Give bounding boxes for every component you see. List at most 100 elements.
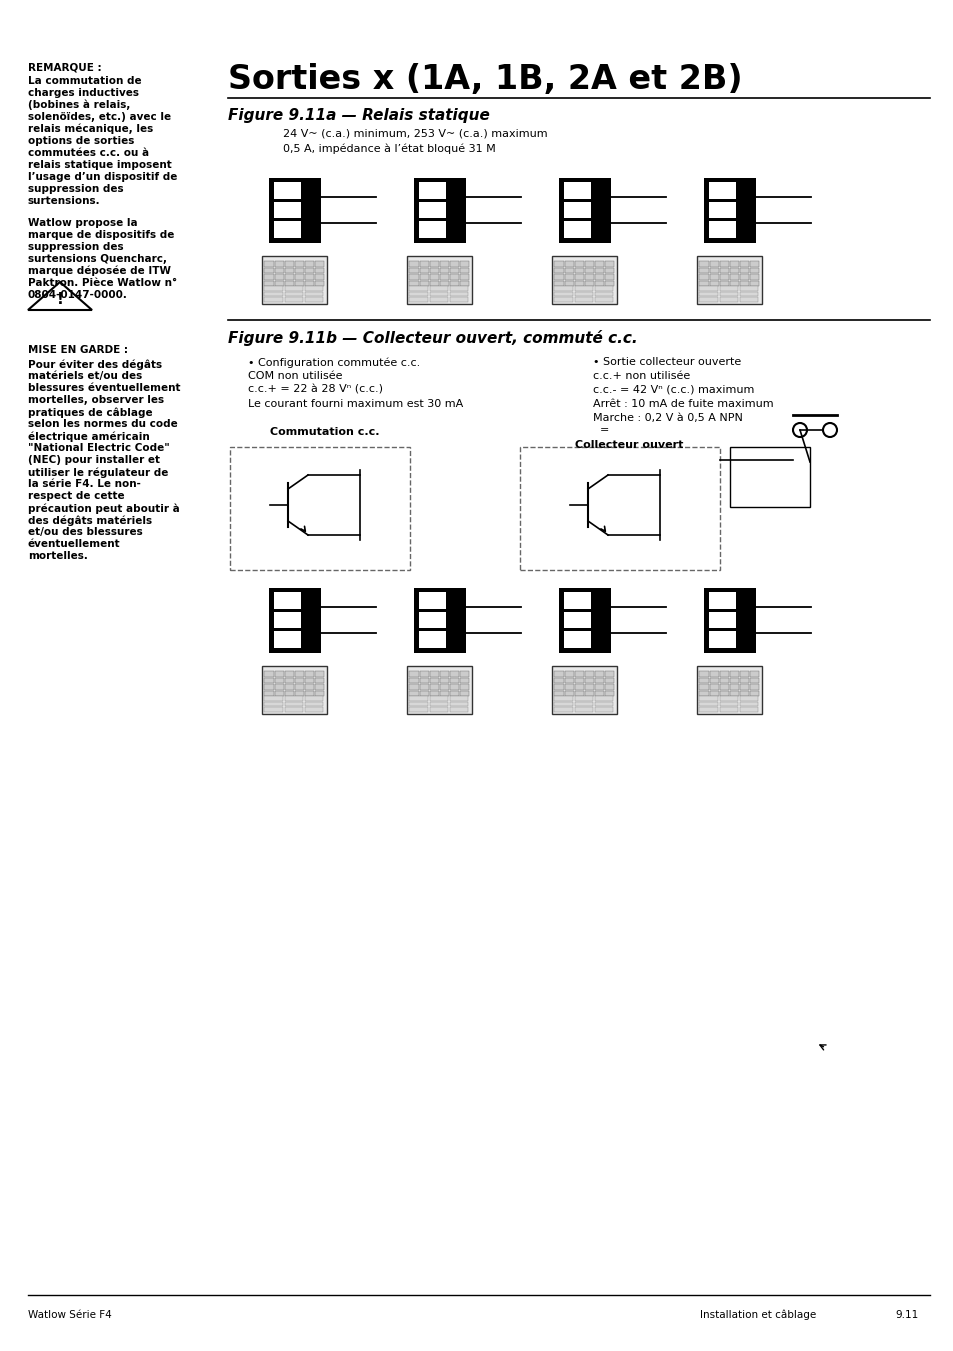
Bar bbox=[575, 678, 583, 684]
Bar bbox=[703, 588, 755, 653]
Bar bbox=[315, 274, 324, 280]
Bar bbox=[729, 281, 739, 286]
Bar bbox=[703, 177, 755, 242]
Bar bbox=[285, 286, 303, 290]
Bar bbox=[605, 274, 614, 280]
Bar bbox=[740, 286, 758, 290]
Bar bbox=[699, 267, 708, 273]
Bar bbox=[554, 267, 563, 273]
Bar bbox=[419, 274, 429, 280]
Text: solenöïdes, etc.) avec le: solenöïdes, etc.) avec le bbox=[28, 112, 171, 122]
Bar bbox=[409, 297, 427, 303]
Bar bbox=[709, 267, 718, 273]
Bar bbox=[262, 255, 327, 304]
Bar bbox=[595, 696, 613, 701]
Bar bbox=[409, 261, 418, 266]
Bar bbox=[430, 684, 438, 690]
Bar bbox=[460, 690, 469, 696]
Bar bbox=[264, 684, 274, 690]
Bar bbox=[575, 696, 593, 701]
Bar bbox=[315, 690, 324, 696]
Bar bbox=[439, 267, 449, 273]
Bar bbox=[418, 592, 446, 609]
Bar bbox=[407, 255, 472, 304]
Bar bbox=[439, 690, 449, 696]
Text: utiliser le régulateur de: utiliser le régulateur de bbox=[28, 467, 168, 477]
Bar bbox=[305, 671, 314, 677]
Bar bbox=[699, 261, 708, 266]
Bar bbox=[430, 274, 438, 280]
Bar bbox=[720, 292, 738, 296]
Text: marque déposée de ITW: marque déposée de ITW bbox=[28, 266, 171, 277]
Bar bbox=[564, 267, 574, 273]
Bar bbox=[430, 261, 438, 266]
Bar bbox=[595, 678, 603, 684]
Text: "National Electric Code": "National Electric Code" bbox=[28, 443, 170, 453]
Bar bbox=[274, 678, 284, 684]
Bar bbox=[264, 671, 274, 677]
Bar bbox=[450, 684, 458, 690]
Bar bbox=[305, 261, 314, 266]
Bar bbox=[564, 690, 574, 696]
Bar bbox=[708, 222, 736, 238]
Bar bbox=[563, 222, 591, 238]
Bar bbox=[729, 690, 739, 696]
Text: mortelles.: mortelles. bbox=[28, 551, 88, 561]
Bar bbox=[419, 684, 429, 690]
Bar bbox=[269, 177, 320, 242]
Bar bbox=[305, 281, 314, 286]
Bar bbox=[409, 701, 427, 707]
Bar bbox=[554, 701, 572, 707]
Bar bbox=[450, 678, 458, 684]
Bar bbox=[750, 261, 759, 266]
Bar bbox=[709, 678, 718, 684]
Bar bbox=[699, 281, 708, 286]
Bar bbox=[554, 690, 563, 696]
Text: (NEC) pour installer et: (NEC) pour installer et bbox=[28, 455, 160, 465]
Bar bbox=[274, 690, 284, 696]
Text: c.c.+ non utilisée: c.c.+ non utilisée bbox=[593, 372, 690, 381]
Bar bbox=[274, 261, 284, 266]
Bar bbox=[558, 177, 610, 242]
Bar bbox=[605, 678, 614, 684]
Text: • Configuration commutée c.c.: • Configuration commutée c.c. bbox=[248, 357, 420, 367]
Bar bbox=[729, 261, 739, 266]
Bar bbox=[708, 631, 736, 648]
Bar bbox=[315, 671, 324, 677]
Bar bbox=[285, 281, 294, 286]
Bar bbox=[450, 690, 458, 696]
Bar bbox=[285, 267, 294, 273]
Text: l’usage d’un dispositif de: l’usage d’un dispositif de bbox=[28, 172, 177, 182]
Bar bbox=[274, 182, 301, 199]
Bar bbox=[407, 666, 472, 713]
Bar bbox=[720, 678, 728, 684]
Bar bbox=[419, 261, 429, 266]
Bar bbox=[697, 666, 761, 713]
Bar bbox=[595, 671, 603, 677]
Bar bbox=[305, 696, 323, 701]
Bar bbox=[554, 274, 563, 280]
Bar bbox=[552, 255, 617, 304]
Bar bbox=[740, 690, 748, 696]
Bar bbox=[305, 274, 314, 280]
Text: (bobines à relais,: (bobines à relais, bbox=[28, 100, 131, 111]
Bar bbox=[294, 281, 304, 286]
Bar bbox=[554, 281, 563, 286]
Bar bbox=[699, 701, 717, 707]
Bar bbox=[740, 678, 748, 684]
Bar bbox=[740, 671, 748, 677]
Bar bbox=[460, 274, 469, 280]
Bar bbox=[450, 708, 468, 712]
Bar bbox=[595, 701, 613, 707]
Bar bbox=[450, 292, 468, 296]
Bar bbox=[720, 274, 728, 280]
Bar bbox=[563, 612, 591, 628]
Bar bbox=[720, 267, 728, 273]
Bar bbox=[595, 690, 603, 696]
Bar bbox=[460, 684, 469, 690]
Bar bbox=[315, 678, 324, 684]
Bar bbox=[294, 684, 304, 690]
Text: REMARQUE :: REMARQUE : bbox=[28, 62, 102, 72]
Bar bbox=[262, 666, 327, 713]
Bar bbox=[564, 678, 574, 684]
